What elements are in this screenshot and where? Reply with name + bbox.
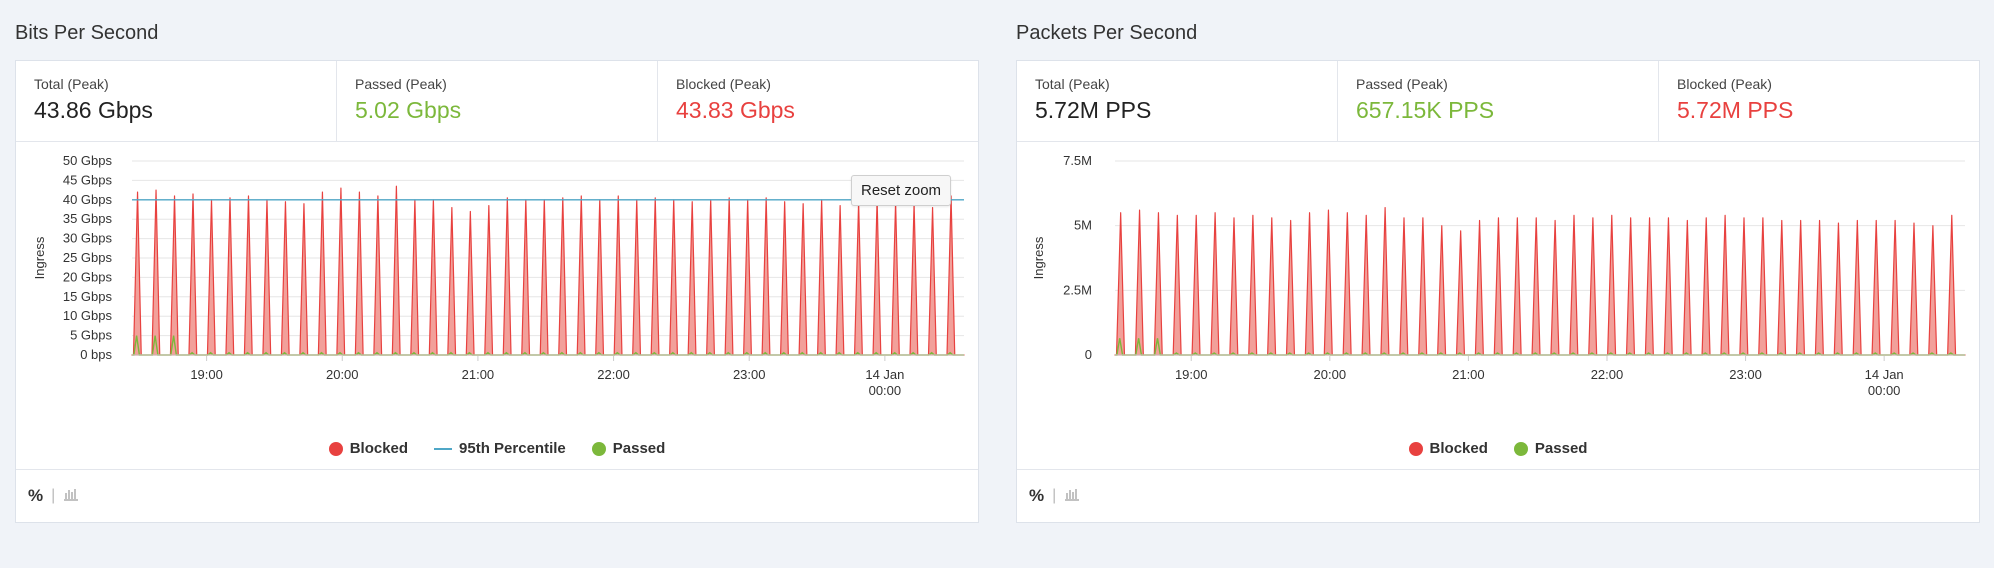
blocked-series-area bbox=[1114, 206, 1966, 356]
legend-item-blocked[interactable]: Blocked bbox=[1408, 440, 1488, 457]
x-tick-label: 20:00 bbox=[1314, 367, 1347, 382]
chart-area[interactable]: 50 Gbps 45 Gbps 40 Gbps 35 Gbps 30 Gbps 25 Gb… bbox=[16, 142, 978, 472]
pps-chart[interactable]: 7.5M 5M 2.5M 0 Ingress 19:00 20:00 21:00 22:00 23… bbox=[1017, 142, 1979, 472]
legend-item-blocked[interactable]: Blocked bbox=[328, 440, 409, 457]
legend-item-passed[interactable]: Passed bbox=[1513, 440, 1588, 457]
y-tick-label: 10 Gbps bbox=[63, 308, 113, 323]
chart-legend: Blocked 95th Percentile Passed bbox=[16, 440, 978, 457]
x-tick-label: 19:00 bbox=[190, 367, 223, 382]
stat-label: Total (Peak) bbox=[34, 76, 109, 92]
y-tick-label: 40 Gbps bbox=[63, 192, 113, 207]
percent-toggle-button[interactable]: % bbox=[1029, 486, 1045, 505]
y-axis-label: Ingress bbox=[1031, 236, 1046, 279]
y-tick-label: 20 Gbps bbox=[63, 269, 113, 284]
y-tick-label: 25 Gbps bbox=[63, 250, 113, 265]
stat-label: Passed (Peak) bbox=[1356, 76, 1448, 92]
y-axis-label: Ingress bbox=[32, 236, 47, 279]
passed-series-line bbox=[1115, 338, 1965, 356]
card-footer: % | bbox=[16, 469, 978, 522]
pps-card: Total (Peak) 5.72M PPS Passed (Peak) 657… bbox=[1016, 60, 1980, 523]
bps-card: Total (Peak) 43.86 Gbps Passed (Peak) 5.… bbox=[15, 60, 979, 523]
x-tick-label: 14 Jan bbox=[865, 367, 904, 382]
stat-value: 5.02 Gbps bbox=[355, 97, 462, 123]
stat-value: 43.83 Gbps bbox=[676, 97, 795, 123]
stat-value: 43.86 Gbps bbox=[34, 97, 153, 123]
y-tick-label: 30 Gbps bbox=[63, 231, 113, 246]
chart-legend: Blocked Passed bbox=[1017, 440, 1979, 457]
legend-label: Blocked bbox=[349, 440, 409, 457]
x-tick-label: 21:00 bbox=[462, 367, 495, 382]
legend-dot-icon bbox=[1513, 441, 1528, 456]
y-tick-label: 50 Gbps bbox=[63, 153, 113, 168]
legend-dot-icon bbox=[1408, 441, 1423, 456]
x-tick-label: 20:00 bbox=[326, 367, 359, 382]
y-tick-label: 45 Gbps bbox=[63, 172, 113, 187]
stat-value: 5.72M PPS bbox=[1677, 97, 1794, 123]
stat-blocked: Blocked (Peak) 5.72M PPS bbox=[1659, 61, 1979, 141]
panel-title: Bits Per Second bbox=[15, 22, 159, 44]
stat-passed: Passed (Peak) 5.02 Gbps bbox=[337, 61, 658, 141]
legend-label: Passed bbox=[1534, 440, 1588, 457]
x-tick-label: 23:00 bbox=[733, 367, 766, 382]
x-tick-label: 21:00 bbox=[1452, 367, 1485, 382]
x-tick-label: 19:00 bbox=[1175, 367, 1208, 382]
reset-zoom-button[interactable]: Reset zoom bbox=[851, 175, 952, 206]
x-tick-label: 22:00 bbox=[597, 367, 630, 382]
card-footer: % | bbox=[1017, 469, 1979, 522]
x-tick-label: 23:00 bbox=[1729, 367, 1762, 382]
stat-passed: Passed (Peak) 657.15K PPS bbox=[1338, 61, 1659, 141]
stat-blocked: Blocked (Peak) 43.83 Gbps bbox=[658, 61, 978, 141]
stat-label: Blocked (Peak) bbox=[676, 76, 771, 92]
x-tick-label: 22:00 bbox=[1591, 367, 1624, 382]
stat-label: Blocked (Peak) bbox=[1677, 76, 1772, 92]
legend-line-icon bbox=[434, 447, 453, 450]
stats-row: Total (Peak) 43.86 Gbps Passed (Peak) 5.… bbox=[16, 61, 978, 142]
legend-item-passed[interactable]: Passed bbox=[591, 440, 666, 457]
stat-value: 5.72M PPS bbox=[1035, 97, 1152, 123]
stat-label: Passed (Peak) bbox=[355, 76, 447, 92]
stat-label: Total (Peak) bbox=[1035, 76, 1110, 92]
x-tick-label: 00:00 bbox=[869, 383, 902, 398]
legend-label: 95th Percentile bbox=[459, 440, 566, 457]
stat-total: Total (Peak) 5.72M PPS bbox=[1017, 61, 1338, 141]
legend-label: Passed bbox=[612, 440, 666, 457]
stat-total: Total (Peak) 43.86 Gbps bbox=[16, 61, 337, 141]
bar-chart-icon[interactable] bbox=[1064, 487, 1080, 506]
divider: | bbox=[1052, 487, 1057, 504]
y-tick-label: 35 Gbps bbox=[63, 211, 113, 226]
legend-item-95th-percentile[interactable]: 95th Percentile bbox=[434, 440, 566, 457]
blocked-series-area bbox=[131, 185, 965, 356]
x-tick-label: 00:00 bbox=[1868, 383, 1901, 398]
y-tick-label: 0 bps bbox=[80, 347, 112, 362]
y-tick-label: 5M bbox=[1074, 218, 1092, 233]
percent-toggle-button[interactable]: % bbox=[28, 486, 44, 505]
bar-chart-icon[interactable] bbox=[63, 487, 79, 506]
legend-label: Blocked bbox=[1429, 440, 1488, 457]
y-tick-label: 15 Gbps bbox=[63, 289, 113, 304]
legend-dot-icon bbox=[328, 441, 343, 456]
passed-series-line bbox=[132, 335, 964, 356]
chart-area[interactable]: 7.5M 5M 2.5M 0 Ingress 19:00 20:00 21:00 22:00 23… bbox=[1017, 142, 1979, 472]
y-tick-label: 7.5M bbox=[1063, 153, 1092, 168]
panel-title: Packets Per Second bbox=[1016, 22, 1198, 44]
x-tick-label: 14 Jan bbox=[1865, 367, 1904, 382]
y-tick-label: 2.5M bbox=[1063, 282, 1092, 297]
y-tick-label: 0 bbox=[1085, 347, 1092, 362]
legend-dot-icon bbox=[591, 441, 606, 456]
y-tick-label: 5 Gbps bbox=[70, 328, 112, 343]
divider: | bbox=[51, 487, 56, 504]
stat-value: 657.15K PPS bbox=[1356, 97, 1495, 123]
stats-row: Total (Peak) 5.72M PPS Passed (Peak) 657… bbox=[1017, 61, 1979, 142]
bps-chart[interactable]: 50 Gbps 45 Gbps 40 Gbps 35 Gbps 30 Gbps 25 Gb… bbox=[16, 142, 978, 472]
